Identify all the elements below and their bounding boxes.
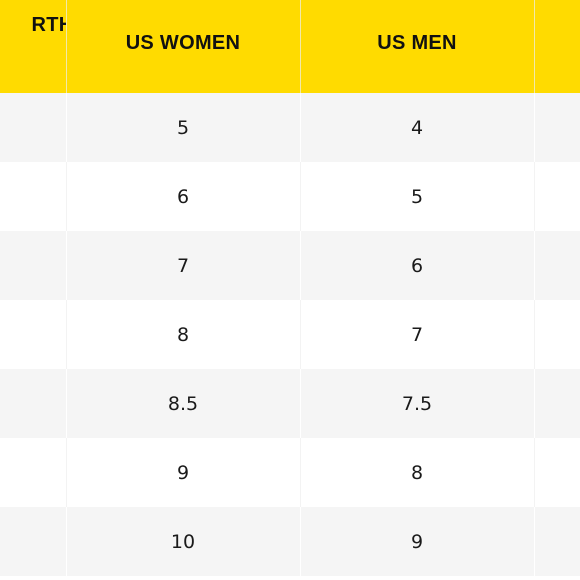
table-row: 10 9	[0, 507, 580, 576]
cell-length	[0, 369, 67, 438]
cell-next	[534, 438, 580, 507]
table-row: 7 6	[0, 231, 580, 300]
cell-us-men: 6	[300, 231, 535, 300]
header-us-men: US MEN	[300, 0, 535, 93]
cell-us-men: 4	[300, 93, 535, 162]
header-length-label: RTH	[31, 14, 65, 36]
cell-length	[0, 300, 67, 369]
cell-us-men: 8	[300, 438, 535, 507]
header-us-women: US WOMEN	[66, 0, 301, 93]
cell-next	[534, 231, 580, 300]
cell-length	[0, 507, 67, 576]
table-row: 5 4	[0, 93, 580, 162]
cell-us-women: 8	[66, 300, 301, 369]
table-row: 8.5 7.5	[0, 369, 580, 438]
cell-us-women: 5	[66, 93, 301, 162]
cell-length	[0, 231, 67, 300]
cell-next	[534, 369, 580, 438]
table-row: 6 5	[0, 162, 580, 231]
header-next-column	[534, 0, 580, 93]
cell-next	[534, 300, 580, 369]
cell-us-women: 9	[66, 438, 301, 507]
cell-next	[534, 162, 580, 231]
cell-us-men: 9	[300, 507, 535, 576]
cell-next	[534, 93, 580, 162]
table-header-row: RTH US WOMEN US MEN	[0, 0, 580, 93]
cell-us-men: 5	[300, 162, 535, 231]
table-row: 9 8	[0, 438, 580, 507]
cell-us-men: 7	[300, 300, 535, 369]
cell-us-women: 8.5	[66, 369, 301, 438]
cell-length	[0, 438, 67, 507]
header-length: RTH	[0, 0, 67, 93]
cell-us-women: 6	[66, 162, 301, 231]
cell-us-women: 10	[66, 507, 301, 576]
cell-length	[0, 162, 67, 231]
cell-next	[534, 507, 580, 576]
cell-length	[0, 93, 67, 162]
cell-us-women: 7	[66, 231, 301, 300]
cell-us-men: 7.5	[300, 369, 535, 438]
table-row: 8 7	[0, 300, 580, 369]
